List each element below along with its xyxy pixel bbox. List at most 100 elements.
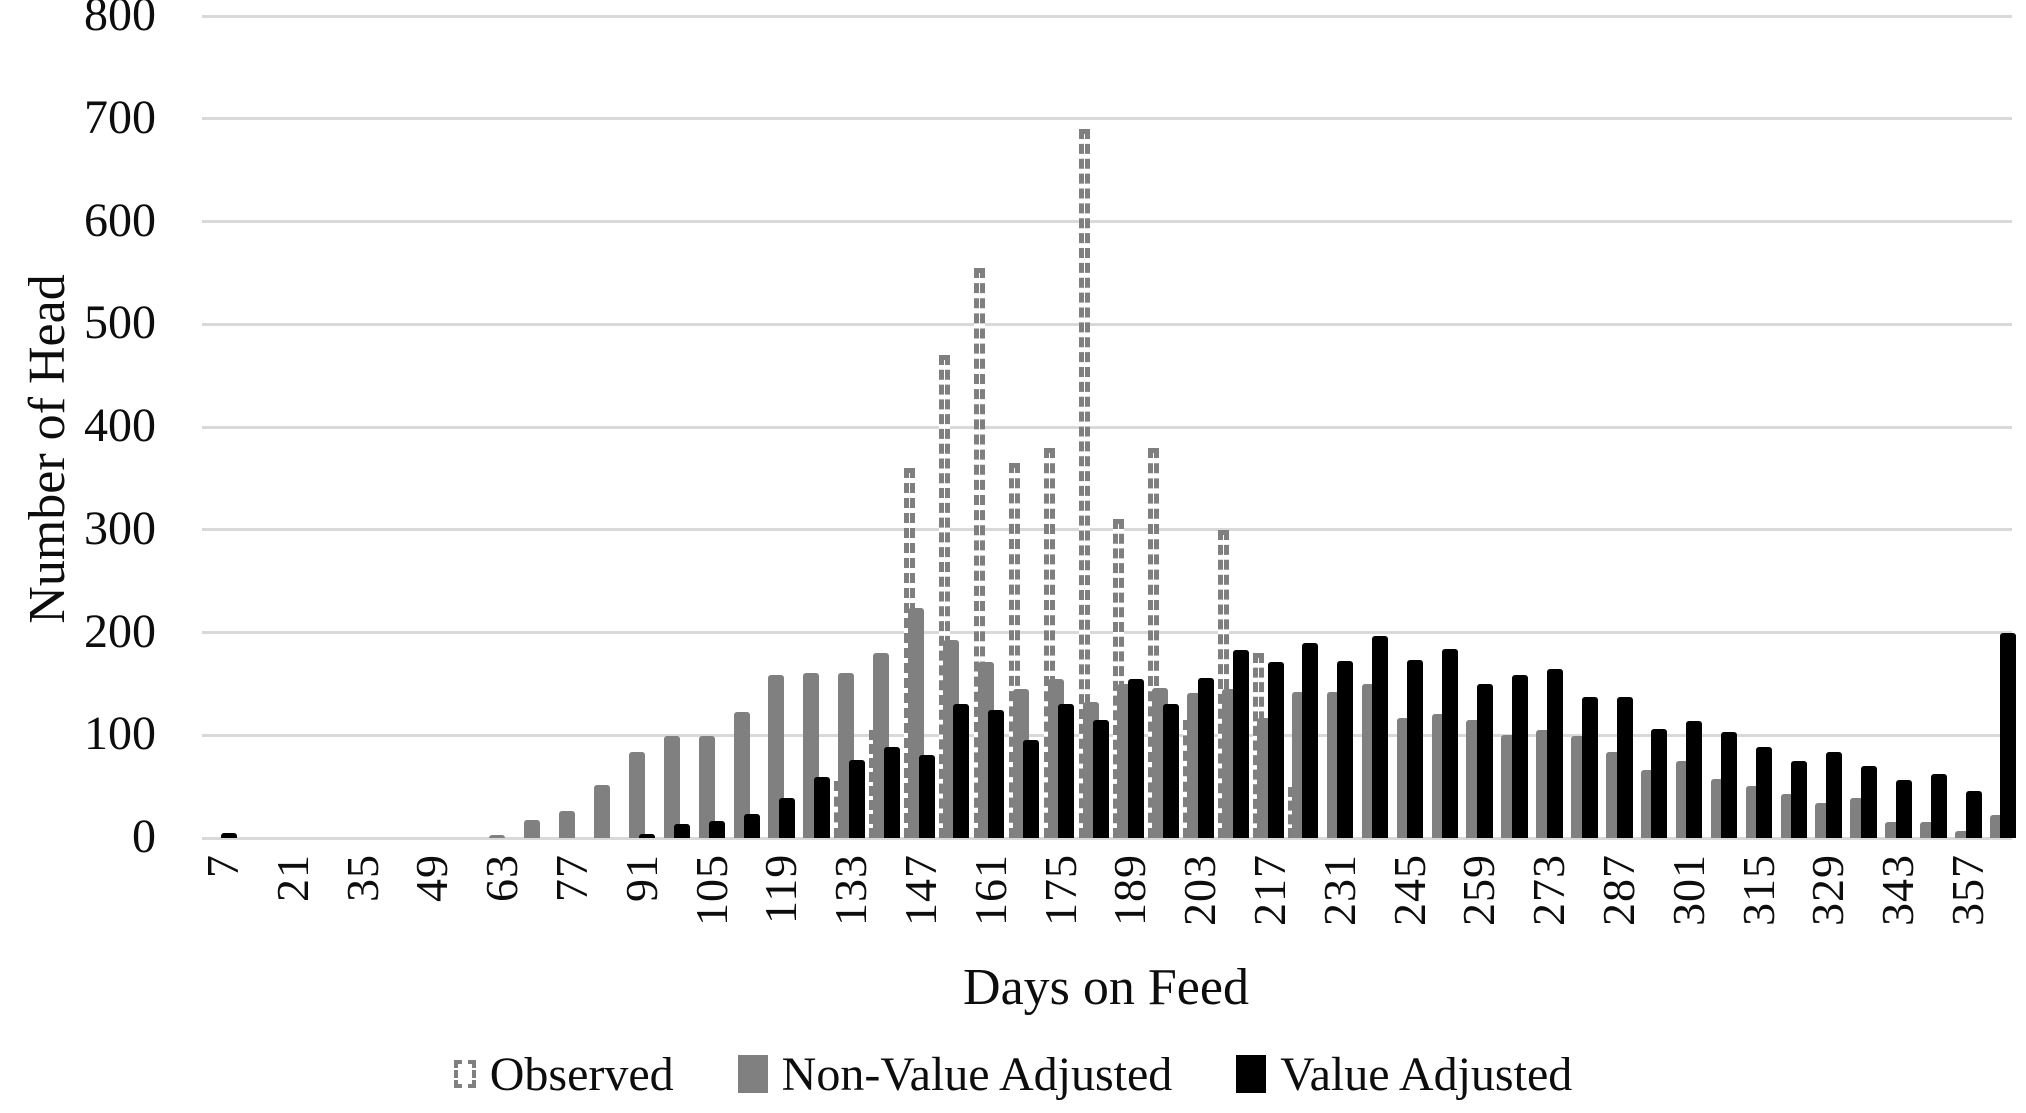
bar-non-value-adjusted-day-70: [524, 819, 541, 838]
gridline-600: [202, 220, 2012, 223]
x-tick-label-105: 105: [685, 854, 737, 926]
x-tick-label-21: 21: [266, 854, 318, 902]
bar-value-adjusted-day-329: [1825, 751, 1842, 838]
legend-label-non-value-adjusted: Non-Value Adjusted: [781, 1047, 1173, 1101]
bar-value-adjusted-day-287: [1616, 697, 1633, 838]
bar-value-adjusted-day-245: [1407, 660, 1424, 838]
x-tick-label-245: 245: [1383, 854, 1435, 926]
bar-value-adjusted-day-189: [1127, 678, 1144, 838]
bar-value-adjusted-day-168: [1023, 740, 1040, 838]
x-tick-label-175: 175: [1034, 854, 1086, 926]
bar-non-value-adjusted-day-63: [489, 834, 506, 838]
gridline-500: [202, 322, 2012, 326]
bar-value-adjusted-day-161: [988, 709, 1005, 838]
x-tick-label-315: 315: [1732, 854, 1784, 926]
bar-value-adjusted-day-364: [2000, 632, 2017, 838]
bar-value-adjusted-day-147: [918, 754, 935, 838]
bar-value-adjusted-day-350: [1930, 774, 1947, 838]
bar-non-value-adjusted-day-84: [593, 784, 610, 838]
x-tick-label-301: 301: [1662, 854, 1714, 926]
legend: Observed Non-Value Adjusted Value Adjust…: [0, 1044, 2026, 1104]
bar-value-adjusted-day-252: [1442, 648, 1458, 838]
bar-value-adjusted-day-231: [1337, 661, 1354, 838]
x-tick-label-287: 287: [1593, 854, 1644, 926]
y-tick-label-700: 700: [84, 90, 156, 144]
gridline-200: [202, 631, 2012, 634]
bar-value-adjusted-day-182: [1093, 719, 1109, 838]
y-tick-label-100: 100: [84, 707, 156, 761]
y-tick-label-800: 800: [84, 0, 156, 41]
x-tick-label-7: 7: [197, 854, 248, 878]
x-tick-label-259: 259: [1453, 854, 1505, 926]
bar-non-value-adjusted-day-112: [733, 711, 750, 838]
x-tick-label-161: 161: [964, 854, 1016, 926]
bar-value-adjusted-day-294: [1651, 729, 1668, 838]
bar-value-adjusted-day-308: [1721, 732, 1738, 838]
bar-value-adjusted-day-210: [1232, 649, 1249, 838]
gridline-800: [202, 14, 2012, 18]
bar-value-adjusted-day-315: [1756, 746, 1773, 838]
y-tick-label-600: 600: [84, 193, 156, 247]
x-tick-label-357: 357: [1942, 854, 1993, 926]
bar-non-value-adjusted-day-119: [768, 674, 785, 838]
bar-value-adjusted-day-126: [813, 777, 830, 838]
bar-value-adjusted-day-98: [674, 823, 691, 838]
legend-label-observed: Observed: [489, 1047, 674, 1101]
bar-value-adjusted-day-322: [1791, 760, 1807, 838]
x-tick-label-49: 49: [406, 854, 458, 902]
gridline-300: [202, 528, 2012, 532]
y-axis-title: Number of Head: [19, 274, 76, 624]
x-tick-label-189: 189: [1104, 854, 1156, 926]
bar-value-adjusted-day-259: [1476, 683, 1493, 838]
y-tick-label-200: 200: [84, 604, 156, 658]
legend-item-observed: Observed: [453, 1047, 674, 1102]
x-tick-label-329: 329: [1802, 854, 1854, 926]
gridline-400: [202, 425, 2012, 429]
bar-value-adjusted-day-7: [220, 832, 237, 838]
bar-value-adjusted-day-224: [1302, 642, 1319, 838]
x-tick-label-217: 217: [1244, 854, 1295, 926]
x-tick-label-203: 203: [1174, 854, 1226, 926]
x-tick-label-91: 91: [615, 854, 667, 902]
bar-value-adjusted-day-301: [1686, 720, 1703, 838]
bar-non-value-adjusted-day-105: [698, 736, 715, 838]
bar-non-value-adjusted-day-77: [559, 811, 575, 838]
bar-value-adjusted-day-357: [1965, 790, 1982, 838]
bar-value-adjusted-day-273: [1546, 669, 1563, 838]
bar-value-adjusted-day-133: [848, 759, 865, 838]
bar-value-adjusted-day-175: [1058, 704, 1075, 838]
x-tick-label-343: 343: [1872, 854, 1924, 926]
legend-label-value-adjusted: Value Adjusted: [1280, 1047, 1573, 1101]
y-tick-label-400: 400: [84, 399, 156, 452]
bar-value-adjusted-day-343: [1895, 780, 1912, 838]
bar-value-adjusted-day-105: [709, 820, 726, 838]
bar-value-adjusted-day-203: [1197, 677, 1214, 838]
bar-value-adjusted-day-238: [1372, 635, 1389, 838]
bar-value-adjusted-day-266: [1511, 674, 1528, 838]
legend-item-non-value-adjusted: Non-Value Adjusted: [737, 1047, 1173, 1102]
x-axis-title: Days on Feed: [963, 959, 1249, 1016]
y-tick-label-0: 0: [132, 810, 156, 863]
x-tick-label-35: 35: [336, 854, 388, 902]
bar-value-adjusted-day-119: [778, 797, 795, 838]
x-tick-label-119: 119: [755, 854, 807, 925]
bar-value-adjusted-day-91: [639, 833, 656, 838]
bar-value-adjusted-day-196: [1162, 704, 1179, 838]
black-swatch-icon: [1236, 1055, 1267, 1093]
x-tick-label-63: 63: [476, 854, 528, 902]
x-tick-label-133: 133: [825, 854, 877, 926]
bar-value-adjusted-day-140: [883, 746, 900, 838]
gridline-700: [202, 117, 2012, 121]
x-tick-label-231: 231: [1313, 854, 1365, 926]
bar-non-value-adjusted-day-98: [663, 736, 680, 838]
bar-value-adjusted-day-154: [953, 704, 970, 838]
gray-swatch-icon: [737, 1055, 768, 1093]
x-tick-label-273: 273: [1523, 854, 1575, 926]
bar-value-adjusted-day-112: [744, 814, 760, 838]
x-tick-label-77: 77: [546, 854, 597, 902]
bar-value-adjusted-day-336: [1860, 766, 1877, 838]
y-tick-label-300: 300: [84, 501, 156, 555]
gridline-0: [202, 836, 2012, 840]
observed-dotted-swatch-icon: [453, 1060, 476, 1088]
